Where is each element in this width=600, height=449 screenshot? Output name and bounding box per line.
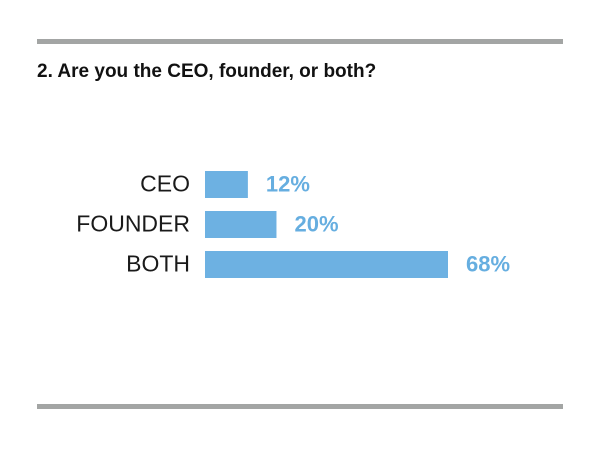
bar <box>205 251 448 278</box>
top-rule <box>37 39 563 44</box>
bar <box>205 171 248 198</box>
bar <box>205 211 277 238</box>
category-label: BOTH <box>126 251 190 277</box>
bottom-rule <box>37 404 563 409</box>
value-label: 20% <box>294 211 338 236</box>
chart-title: 2. Are you the CEO, founder, or both? <box>37 61 376 82</box>
category-label: CEO <box>140 171 190 197</box>
value-label: 12% <box>266 171 310 196</box>
category-label: FOUNDER <box>76 211 190 237</box>
value-label: 68% <box>466 251 510 276</box>
